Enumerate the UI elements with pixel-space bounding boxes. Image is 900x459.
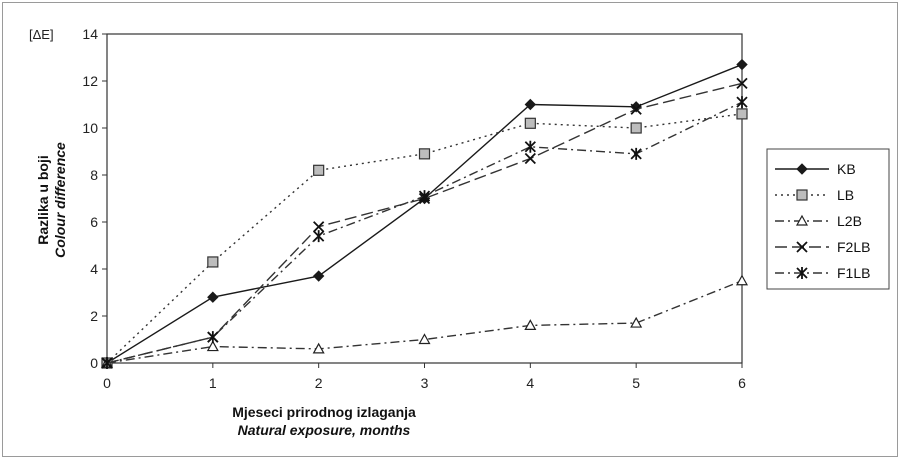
- series-line-kb: [106, 63, 743, 364]
- x-tick-label: 2: [315, 375, 323, 391]
- series-line-l2b: [106, 280, 743, 364]
- data-point-lb: [630, 122, 642, 134]
- data-point-f2lb: [524, 152, 536, 165]
- legend-label-kb: KB: [837, 161, 856, 177]
- data-point-kb: [312, 270, 325, 282]
- legend-marker-kb: [796, 163, 808, 175]
- data-point-l2b: [524, 319, 537, 330]
- data-point-l2b: [312, 342, 325, 354]
- legend-label-l2b: L2B: [837, 213, 862, 229]
- y-axis-subtitle: Colour difference: [52, 142, 68, 258]
- y-tick-label: 0: [90, 355, 98, 371]
- legend-marker-lb: [796, 189, 808, 201]
- x-tick-label: 5: [632, 375, 640, 391]
- data-point-l2b: [735, 274, 749, 286]
- legend-label-f2lb: F2LB: [837, 239, 870, 255]
- x-tick-label: 6: [738, 375, 746, 391]
- data-point-f2lb: [736, 77, 748, 89]
- x-tick-label: 3: [421, 375, 429, 391]
- legend-box: [766, 148, 890, 290]
- data-point-f1lb: [418, 190, 431, 203]
- legend-marker-f1lb: [796, 267, 808, 279]
- y-axis-title: Razlika u boji: [35, 155, 51, 244]
- legend-marker-f2lb: [796, 241, 808, 253]
- x-tick-label: 1: [209, 375, 217, 391]
- legend-label-lb: LB: [837, 187, 854, 203]
- y-tick-label: 2: [90, 308, 98, 324]
- data-point-lb: [524, 117, 536, 129]
- data-point-l2b: [630, 316, 643, 328]
- legend-label-f1lb: F1LB: [837, 265, 870, 281]
- line-chart: [ΔE] Mjeseci prirodnog izlaganja Natural…: [29, 26, 890, 438]
- data-point-l2b: [206, 340, 219, 352]
- data-point-kb: [524, 98, 537, 111]
- x-tick-label: 0: [103, 375, 111, 391]
- data-point-f1lb: [736, 96, 748, 109]
- data-point-f1lb: [630, 147, 642, 160]
- data-point-f1lb: [313, 230, 325, 243]
- y-tick-label: 6: [90, 214, 98, 230]
- data-point-f1lb: [524, 140, 536, 153]
- data-point-lb: [418, 148, 431, 160]
- x-axis-subtitle: Natural exposure, months: [238, 422, 411, 438]
- y-unit-label: [ΔE]: [29, 27, 54, 42]
- data-point-lb: [313, 164, 325, 176]
- y-tick-label: 14: [82, 26, 98, 42]
- series-line-f2lb: [106, 82, 743, 364]
- data-point-l2b: [418, 333, 431, 345]
- data-point-f1lb: [101, 357, 113, 369]
- data-point-lb: [207, 256, 219, 268]
- data-point-f1lb: [207, 331, 219, 344]
- x-axis-title: Mjeseci prirodnog izlaganja: [232, 404, 416, 420]
- series-line-f1lb: [106, 101, 743, 364]
- x-tick-label: 4: [526, 375, 534, 391]
- data-point-lb: [736, 108, 748, 120]
- data-point-kb: [207, 291, 219, 303]
- legend-marker-l2b: [795, 214, 809, 226]
- y-tick-label: 10: [82, 120, 98, 136]
- y-tick-label: 4: [90, 261, 98, 277]
- data-point-kb: [736, 58, 748, 71]
- data-point-f2lb: [313, 221, 325, 233]
- y-tick-label: 8: [90, 167, 98, 183]
- data-point-f2lb: [630, 103, 642, 115]
- y-tick-label: 12: [82, 73, 98, 89]
